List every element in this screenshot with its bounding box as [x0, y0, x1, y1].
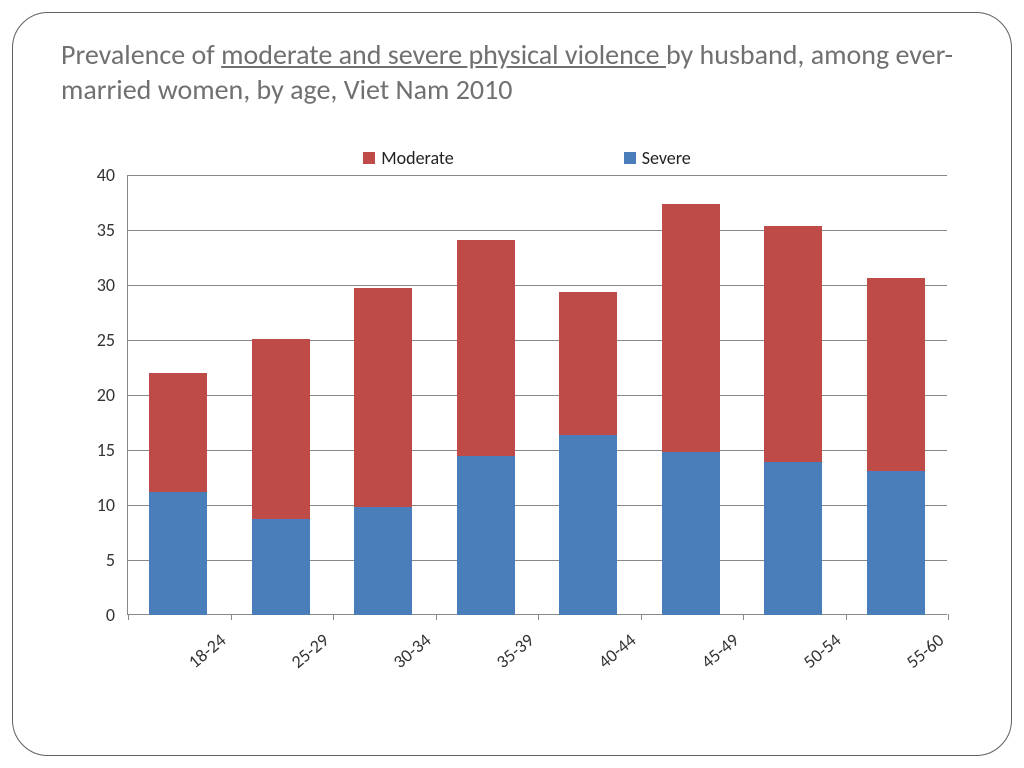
- bar: [354, 288, 412, 615]
- legend-label: Severe: [642, 147, 691, 169]
- bar-segment-moderate: [662, 204, 720, 453]
- x-axis-labels: 18-24 25-29 30-34 35-39 40-44 45-49 50-54 55-60: [77, 615, 947, 705]
- y-tick-label: 20: [77, 384, 115, 406]
- chart: ModerateSevere 0510152025303540 18-2425-…: [77, 147, 947, 705]
- bar-segment-moderate: [867, 278, 925, 471]
- bar-segment-severe: [149, 492, 207, 615]
- bar-segment-severe: [354, 507, 412, 615]
- bar: [149, 373, 207, 615]
- bar: [867, 278, 925, 615]
- y-tick-label: 5: [77, 549, 115, 571]
- y-tick-label: 10: [77, 494, 115, 516]
- bar-segment-moderate: [149, 373, 207, 492]
- legend-swatch: [363, 152, 375, 164]
- legend-item-moderate: Moderate: [363, 147, 453, 169]
- bar-segment-moderate: [764, 226, 822, 463]
- legend-swatch: [624, 152, 636, 164]
- bar-segment-severe: [252, 519, 310, 615]
- bar: [457, 240, 515, 615]
- bar-segment-severe: [867, 471, 925, 615]
- bar-segment-moderate: [559, 292, 617, 435]
- y-tick-label: 30: [77, 274, 115, 296]
- y-tick-label: 25: [77, 329, 115, 351]
- bar: [559, 292, 617, 615]
- bar-segment-moderate: [354, 288, 412, 507]
- x-tick-label: 50-54: [799, 629, 845, 673]
- x-tick-label: 30-34: [389, 629, 435, 673]
- bar-segment-severe: [764, 462, 822, 615]
- x-tick-label: 18-24: [184, 629, 230, 673]
- plot-area: 0510152025303540: [77, 175, 947, 615]
- slide-frame: Prevalence of moderate and severe physic…: [12, 12, 1012, 756]
- y-tick-label: 15: [77, 439, 115, 461]
- bar: [662, 204, 720, 615]
- legend: Moderate Severe: [107, 147, 947, 169]
- bar-segment-moderate: [457, 240, 515, 456]
- bar-segment-moderate: [252, 339, 310, 519]
- x-tick-label: 25-29: [287, 629, 333, 673]
- title-pre: Prevalence of: [61, 37, 221, 72]
- y-tick-label: 35: [77, 219, 115, 241]
- x-tick-mark: [948, 614, 949, 620]
- y-axis: 0510152025303540: [77, 175, 121, 615]
- bars-layer: [127, 175, 947, 615]
- legend-item-severe: Severe: [624, 147, 691, 169]
- title-underlined: moderate and severe physical violence: [221, 37, 666, 72]
- x-tick-label: 55-60: [902, 629, 948, 673]
- bar: [764, 226, 822, 615]
- x-tick-label: 45-49: [697, 629, 743, 673]
- bar-segment-severe: [662, 452, 720, 615]
- y-tick-label: 40: [77, 164, 115, 186]
- x-tick-label: 40-44: [594, 629, 640, 673]
- bar: [252, 339, 310, 615]
- bar-segment-severe: [559, 435, 617, 615]
- x-tick-label: 35-39: [492, 629, 538, 673]
- bar-segment-severe: [457, 456, 515, 616]
- legend-label: Moderate: [381, 147, 453, 169]
- slide-title: Prevalence of moderate and severe physic…: [61, 37, 963, 107]
